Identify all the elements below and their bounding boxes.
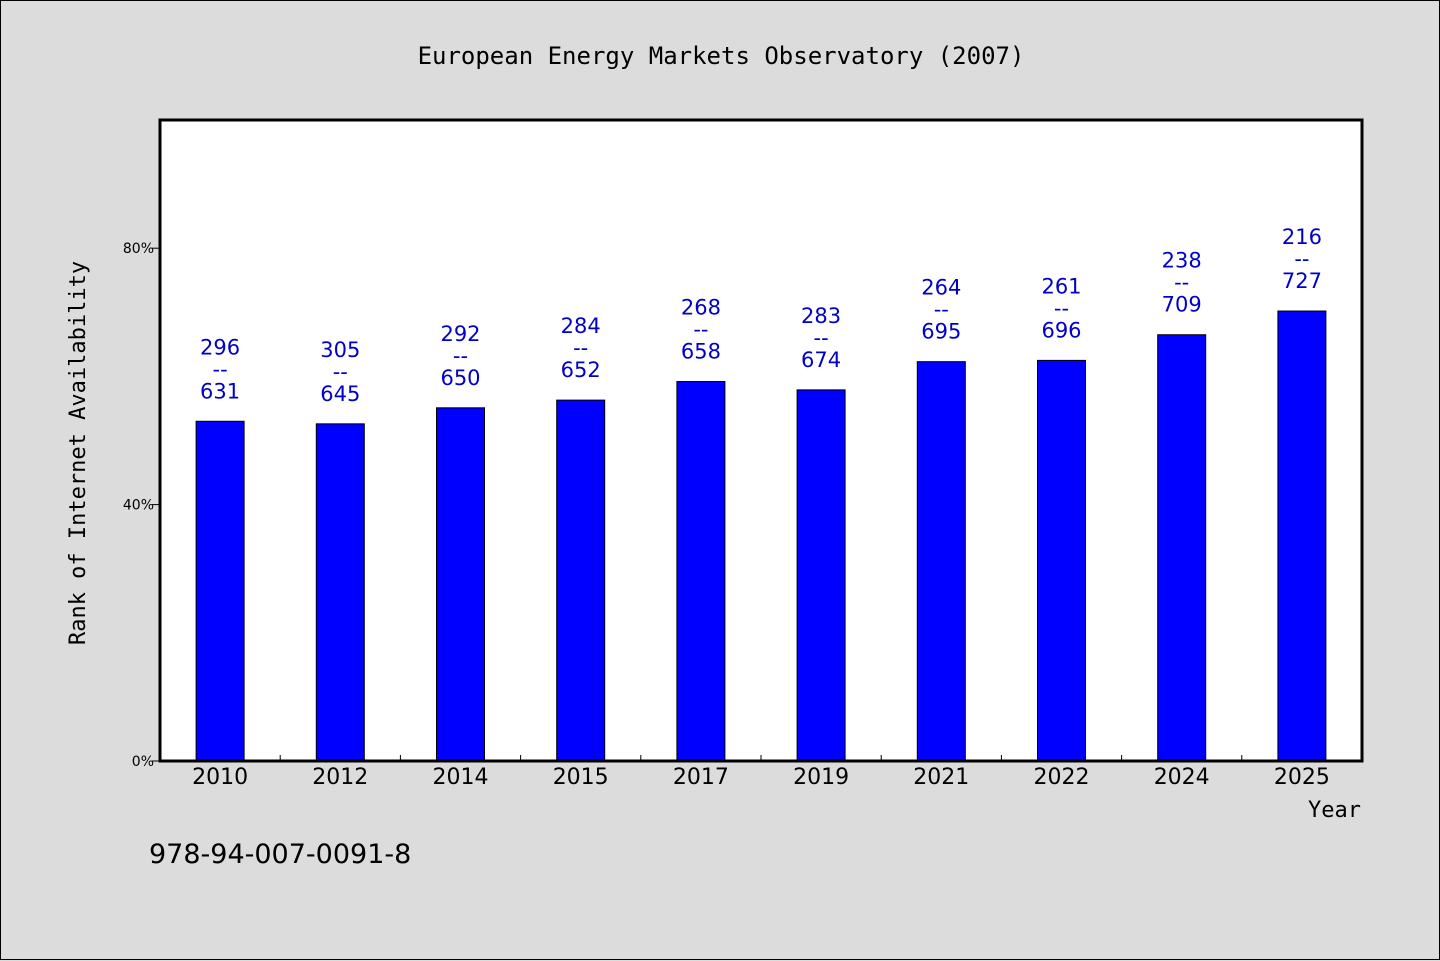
bar-label-bottom: 658 xyxy=(681,340,721,364)
x-tick-label: 2015 xyxy=(553,765,609,790)
bar-label-bottom: 695 xyxy=(921,320,961,344)
y-axis: 0% 40% 80% xyxy=(123,241,160,770)
bar-label-separator: -- xyxy=(1174,271,1189,295)
bar-2025 xyxy=(1277,310,1327,762)
x-tick-label: 2019 xyxy=(793,765,849,790)
bar-2017 xyxy=(676,381,726,762)
x-tick-label: 2024 xyxy=(1154,765,1210,790)
bar-label-top: 264 xyxy=(921,276,961,300)
x-axis: 2010 2012 2014 2015 2017 2019 2021 2022 2024 2025 xyxy=(192,755,1330,790)
bar-label-bottom: 696 xyxy=(1041,318,1081,342)
bar-label-separator: -- xyxy=(573,336,588,360)
bar-label-separator: -- xyxy=(333,360,348,384)
bar-2015 xyxy=(556,399,606,762)
y-tick-label: 80% xyxy=(123,241,154,257)
bar-labels-group: 296--631305--645292--650284--652268--658… xyxy=(200,225,1322,406)
bars-group xyxy=(195,310,1327,762)
bar-label-bottom: 674 xyxy=(801,348,841,372)
x-tick-label: 2012 xyxy=(312,765,368,790)
bar-2019 xyxy=(796,389,846,762)
x-tick-label: 2025 xyxy=(1274,765,1330,790)
x-tick-label: 2010 xyxy=(192,765,248,790)
bar-label-top: 261 xyxy=(1041,274,1081,298)
bar-label-bottom: 645 xyxy=(320,382,360,406)
bar-label-separator: -- xyxy=(814,326,829,350)
bar-label-bottom: 652 xyxy=(561,358,601,382)
bar-label-top: 296 xyxy=(200,335,240,359)
bar-label-top: 238 xyxy=(1162,249,1202,273)
bar-label-top: 268 xyxy=(681,296,721,320)
bar-label-separator: -- xyxy=(1294,247,1309,271)
bar-label-separator: -- xyxy=(213,357,228,381)
x-axis-label: Year xyxy=(1308,798,1361,823)
bar-2024 xyxy=(1157,334,1207,762)
bar-label-separator: -- xyxy=(453,344,468,368)
bar-2022 xyxy=(1037,359,1086,762)
bar-label-top: 305 xyxy=(320,338,360,362)
y-tick-label: 0% xyxy=(132,754,154,770)
plot-border xyxy=(158,118,1364,763)
bar-2014 xyxy=(436,407,485,762)
bar-label-separator: -- xyxy=(1054,296,1069,320)
x-tick-label: 2022 xyxy=(1034,765,1090,790)
bar-label-bottom: 709 xyxy=(1162,293,1202,317)
bar-2021 xyxy=(916,361,966,762)
bar-label-separator: -- xyxy=(693,318,708,342)
bar-label-top: 284 xyxy=(561,314,601,338)
bar-label-top: 283 xyxy=(801,304,841,328)
x-tick-label: 2014 xyxy=(433,765,489,790)
bar-label-separator: -- xyxy=(934,298,949,322)
y-axis-label: Rank of Internet Availability xyxy=(66,261,91,645)
bar-label-bottom: 650 xyxy=(440,366,480,390)
bar-label-bottom: 631 xyxy=(200,379,240,403)
isbn-footer: 978-94-007-0091-8 xyxy=(149,839,411,870)
x-tick-label: 2021 xyxy=(913,765,969,790)
bar-label-top: 216 xyxy=(1282,225,1322,249)
chart-title: European Energy Markets Observatory (200… xyxy=(418,42,1025,70)
y-tick-label: 40% xyxy=(123,498,154,514)
bar-label-top: 292 xyxy=(440,322,480,346)
bar-label-bottom: 727 xyxy=(1282,269,1322,293)
bar-2012 xyxy=(315,423,365,762)
x-tick-label: 2017 xyxy=(673,765,729,790)
bar-2010 xyxy=(195,420,245,762)
